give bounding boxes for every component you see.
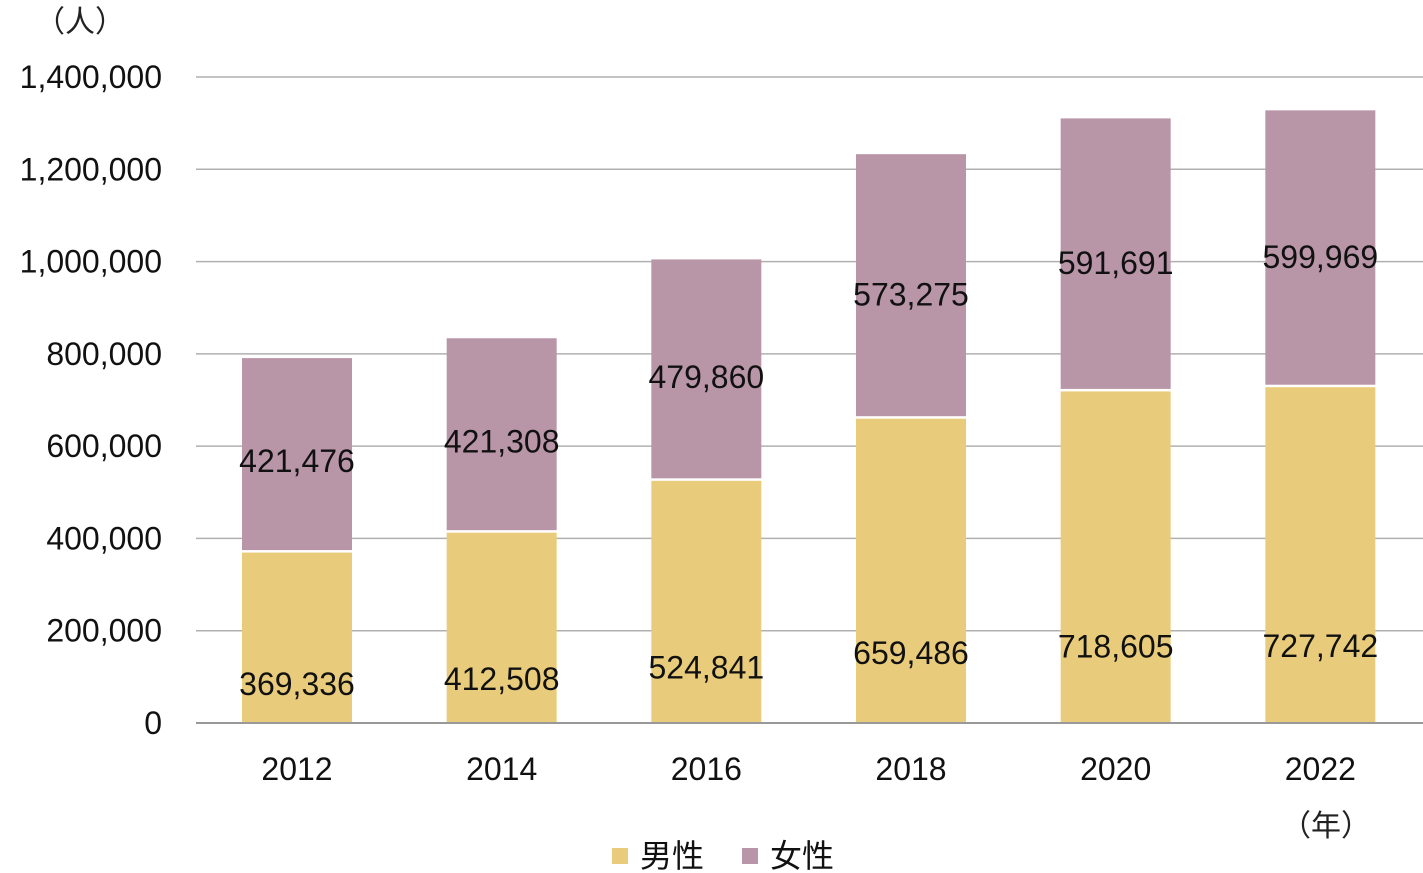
x-tick-label: 2014 <box>466 751 537 787</box>
y-tick-label: 600,000 <box>46 428 162 464</box>
bar-2014-series-1 <box>446 338 557 531</box>
bars <box>242 110 1376 723</box>
bar-2022-series-0 <box>1265 387 1376 723</box>
legend-swatch-1 <box>742 848 758 864</box>
y-tick-label: 0 <box>144 705 162 741</box>
bar-2018-series-0 <box>856 418 966 723</box>
bar-2020-series-0 <box>1060 391 1171 723</box>
bar-2014-series-0 <box>446 532 557 723</box>
data-label: 718,605 <box>1058 629 1174 665</box>
y-tick-label: 1,200,000 <box>20 151 162 187</box>
bar-2022-series-1 <box>1265 110 1376 385</box>
x-tick-label: 2016 <box>671 751 742 787</box>
x-tick-label: 2020 <box>1080 751 1151 787</box>
axes: 0 200,000 400,000 600,000 800,000 1,000,000 1,… <box>20 5 1423 844</box>
y-axis-unit-label: （人） <box>35 5 125 40</box>
legend: 男性 女性 <box>612 837 834 873</box>
data-label: 479,860 <box>648 359 764 395</box>
data-label: 573,275 <box>853 276 969 312</box>
bar-2012-series-0 <box>242 552 352 723</box>
data-label: 591,691 <box>1058 245 1174 281</box>
bar-2016-series-0 <box>651 480 762 723</box>
bar-2020-series-1 <box>1060 118 1171 389</box>
legend-swatch-0 <box>612 848 628 864</box>
data-label: 369,336 <box>239 666 355 702</box>
x-axis-unit-label: （年） <box>1281 809 1371 844</box>
y-tick-label: 200,000 <box>46 613 162 649</box>
data-label: 524,841 <box>648 649 764 685</box>
data-label: 727,742 <box>1262 628 1378 664</box>
y-tick-label: 1,000,000 <box>20 244 162 280</box>
data-label: 599,969 <box>1262 239 1378 275</box>
data-labels: 369,336 421,476 412,508 421,308 524,841 479,8… <box>239 239 1378 702</box>
y-tick-label: 400,000 <box>46 520 162 556</box>
data-label: 659,486 <box>853 635 969 671</box>
bar-2012-series-1 <box>242 358 352 551</box>
gridlines <box>196 76 1423 632</box>
x-tick-label: 2018 <box>875 751 946 787</box>
y-tick-label: 800,000 <box>46 336 162 372</box>
bar-2016-series-1 <box>651 259 762 479</box>
y-tick-label: 1,400,000 <box>20 59 162 95</box>
x-tick-label: 2012 <box>261 751 332 787</box>
data-label: 421,308 <box>444 423 560 459</box>
legend-label-1: 女性 <box>770 837 834 873</box>
legend-label-0: 男性 <box>640 837 704 873</box>
data-label: 421,476 <box>239 443 355 479</box>
x-tick-label: 2022 <box>1285 751 1356 787</box>
bar-2018-series-1 <box>856 154 966 417</box>
data-label: 412,508 <box>444 661 560 697</box>
